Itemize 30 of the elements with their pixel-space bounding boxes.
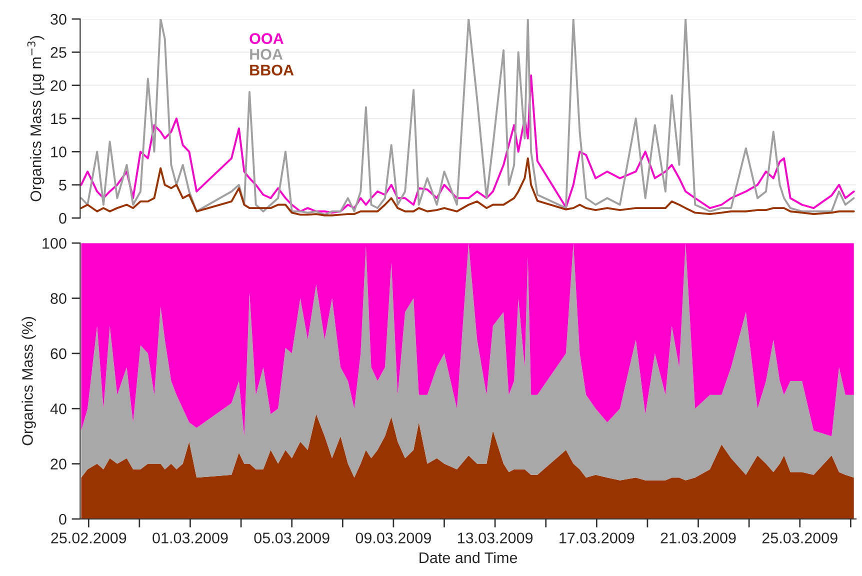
text: OOA xyxy=(250,33,284,44)
y-axis-title: Organics Mass (µg m$^{−3}$) xyxy=(27,36,44,202)
x-tick-label: 25.02.2009 xyxy=(51,532,126,544)
y-tick-label: 100 xyxy=(42,238,66,249)
x-tick-label: 13.03.2009 xyxy=(458,532,533,544)
text: HOA xyxy=(250,48,283,60)
y-tick-label: 25 xyxy=(50,47,66,58)
line-series xyxy=(80,74,855,214)
x-tick-label: 21.03.2009 xyxy=(660,532,736,544)
text: BBOA xyxy=(250,64,294,76)
y-tick-label: 60 xyxy=(50,348,66,360)
y-tick-label: 20 xyxy=(50,80,66,92)
y-axis-title: Organics Mass (%) xyxy=(22,317,36,446)
y-tick-label: 40 xyxy=(50,403,66,414)
y-tick-label: 5 xyxy=(59,180,66,191)
y-tick-label: 0 xyxy=(59,514,66,525)
y-tick-label: 30 xyxy=(50,14,66,25)
x-tick-label: 09.03.2009 xyxy=(356,532,431,544)
x-tick-label: 05.03.2009 xyxy=(254,532,330,544)
x-axis-title: Date and Time xyxy=(420,552,518,564)
y-tick-label: 15 xyxy=(51,114,66,124)
x-tick-label: 17.03.2009 xyxy=(560,532,634,544)
y-tick-label: 20 xyxy=(50,458,66,470)
y-tick-label: 0 xyxy=(59,212,66,224)
line-series xyxy=(80,157,855,216)
line-series xyxy=(80,19,855,216)
y-tick-label: 10 xyxy=(51,146,66,158)
x-tick-label: 01.03.2009 xyxy=(152,532,228,544)
x-tick-label: 25.03.2009 xyxy=(762,532,838,544)
y-tick-label: 80 xyxy=(50,293,66,304)
